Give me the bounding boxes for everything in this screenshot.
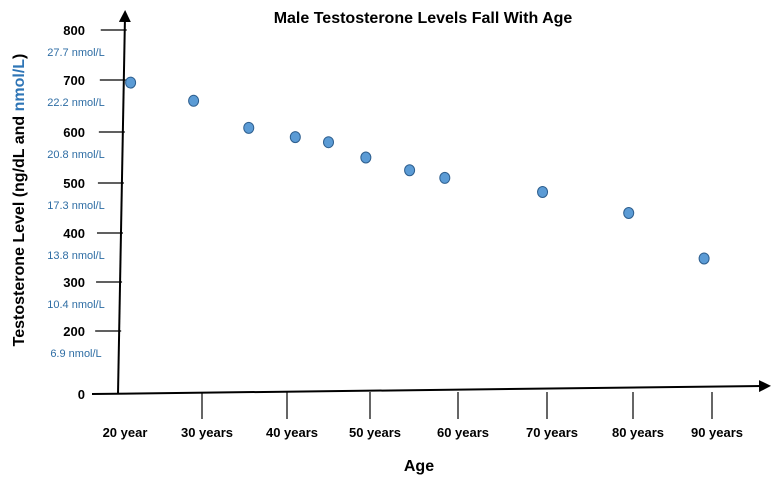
x-tick-label: 30 years xyxy=(181,425,233,440)
data-point xyxy=(188,94,200,107)
y-tick-nmol-label: 22.2 nmol/L xyxy=(47,97,104,109)
data-point xyxy=(360,151,372,164)
chart-title: Male Testosterone Levels Fall With Age xyxy=(274,10,573,27)
x-tick-label: 20 year xyxy=(103,425,148,440)
y-axis-label-unit: nmol/L xyxy=(11,59,28,112)
y-axis-ticks: 800 27.7 nmol/L 700 22.2 nmol/L 600 20.8 nmol… xyxy=(47,23,127,402)
x-axis-label: Age xyxy=(404,458,434,475)
x-tick-label: 70 years xyxy=(526,425,578,440)
x-tick-label: 50 years xyxy=(349,425,401,440)
y-tick-nmol-label: 17.3 nmol/L xyxy=(47,200,104,212)
x-tick-label: 80 years xyxy=(612,425,664,440)
x-tick-label: 60 years xyxy=(437,425,489,440)
y-tick-label: 400 xyxy=(63,226,85,241)
y-tick-nmol-label: 27.7 nmol/L xyxy=(47,47,104,59)
y-tick-label: 0 xyxy=(78,387,85,402)
y-axis-label-prefix: Testosterone Level (ng/dL and xyxy=(11,111,28,346)
y-tick-label: 300 xyxy=(63,275,85,290)
y-tick-label: 600 xyxy=(63,125,85,140)
y-tick-nmol-label: 10.4 nmol/L xyxy=(47,299,104,311)
y-axis-line xyxy=(117,10,131,395)
data-point xyxy=(698,252,710,265)
y-axis-label-suffix: ) xyxy=(11,54,28,59)
y-tick-nmol-label: 6.9 nmol/L xyxy=(50,348,101,360)
y-axis-label: Testosterone Level (ng/dL and nmol/L) xyxy=(11,54,28,347)
y-tick-nmol-label: 20.8 nmol/L xyxy=(47,149,104,161)
data-point xyxy=(323,136,334,149)
data-point xyxy=(289,131,301,144)
data-point xyxy=(243,121,255,134)
data-points xyxy=(125,76,710,265)
y-tick-nmol-label: 13.8 nmol/L xyxy=(47,250,104,262)
data-point xyxy=(125,76,137,89)
data-point xyxy=(439,171,451,184)
x-tick-label: 90 years xyxy=(691,425,743,440)
data-point xyxy=(623,207,635,219)
y-tick-label: 500 xyxy=(63,176,85,191)
y-tick-label: 800 xyxy=(63,23,85,38)
x-axis-ticks: 20 year 30 years 40 years 50 years 60 years 7… xyxy=(103,392,743,440)
x-axis-line xyxy=(91,380,771,395)
y-tick-label: 700 xyxy=(63,73,85,88)
data-point xyxy=(537,186,549,198)
y-tick-label: 200 xyxy=(63,324,85,339)
data-point xyxy=(404,164,416,177)
x-tick-label: 40 years xyxy=(266,425,318,440)
